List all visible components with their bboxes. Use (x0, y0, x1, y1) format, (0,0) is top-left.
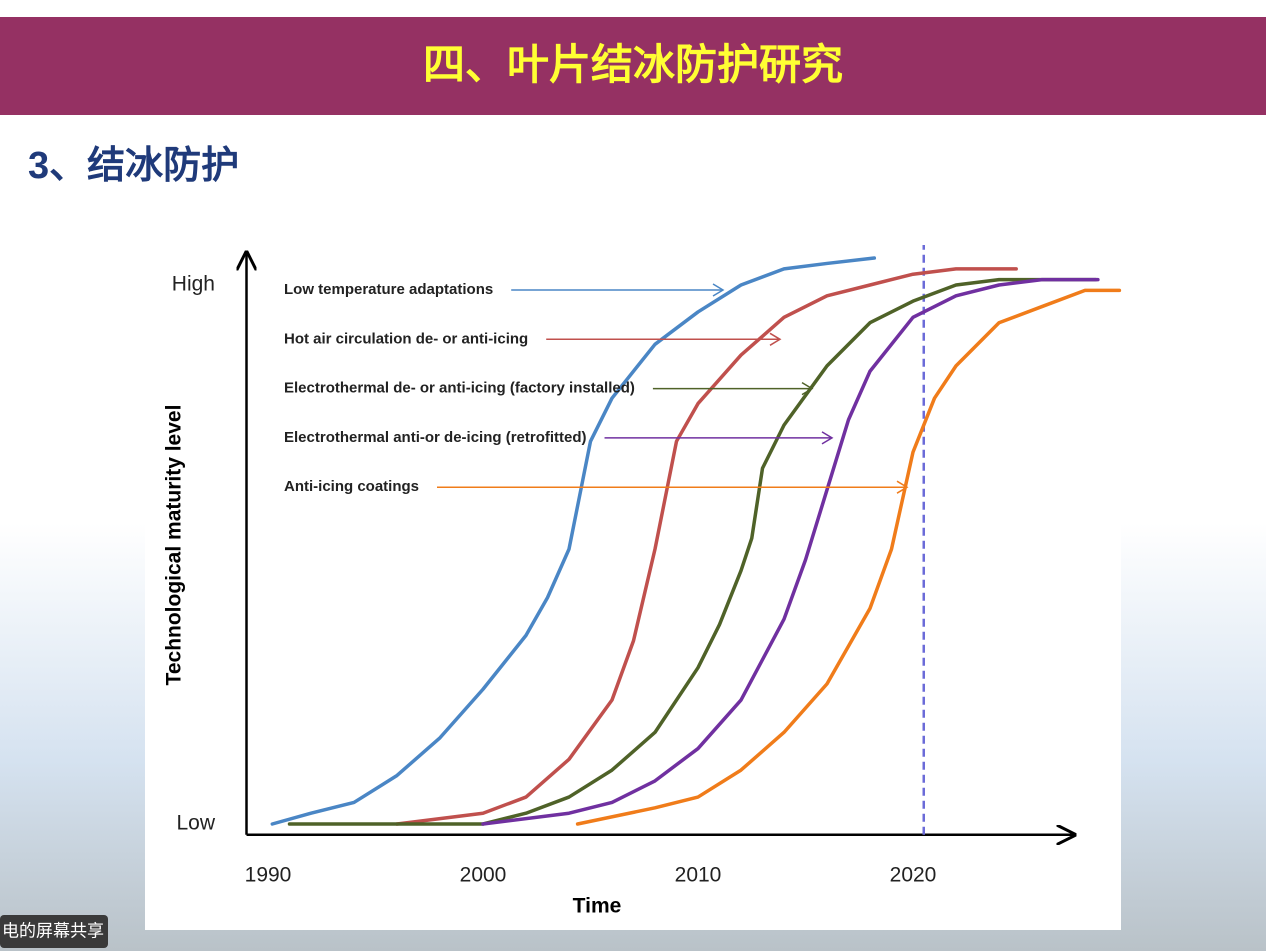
x-axis-label: Time (573, 895, 622, 918)
legend-label: Electrothermal de- or anti-icing (factor… (284, 380, 635, 397)
legend-arrowhead (769, 332, 782, 346)
slide-subtitle: 3、结冰防护 (28, 145, 239, 187)
legend-arrowhead (896, 480, 909, 494)
series-line (287, 277, 1098, 826)
series-line (395, 267, 1018, 826)
legend-label: Low temperature adaptations (284, 281, 493, 298)
slide-title: 四、叶片结冰防护研究 (423, 41, 843, 88)
series-line (575, 288, 1122, 826)
x-tick-label: 2000 (460, 864, 507, 887)
y-axis-label: Technological maturity level (163, 405, 186, 686)
legend-arrowhead (712, 283, 725, 297)
share-overlay-text: 电的屏幕共享 (2, 921, 104, 940)
series-line (481, 277, 1100, 826)
title-bar (0, 17, 1266, 115)
legend-label: Hot air circulation de- or anti-icing (284, 330, 528, 347)
legend-arrowhead (821, 431, 834, 445)
legend-label: Electrothermal anti-or de-icing (retrofi… (284, 429, 587, 446)
share-overlay (0, 915, 108, 948)
series-line (270, 256, 877, 826)
x-tick-label: 2020 (890, 864, 937, 887)
y-tick-label: Low (176, 812, 215, 835)
chart: 1990 2000 2010 2020 Low High Time Technological… (163, 245, 1122, 918)
x-tick-label: 1990 (245, 864, 292, 887)
legend-arrowhead (801, 381, 814, 396)
x-tick-label: 2010 (675, 864, 722, 887)
legend-label: Anti-icing coatings (284, 478, 419, 495)
y-tick-label: High (172, 273, 215, 296)
